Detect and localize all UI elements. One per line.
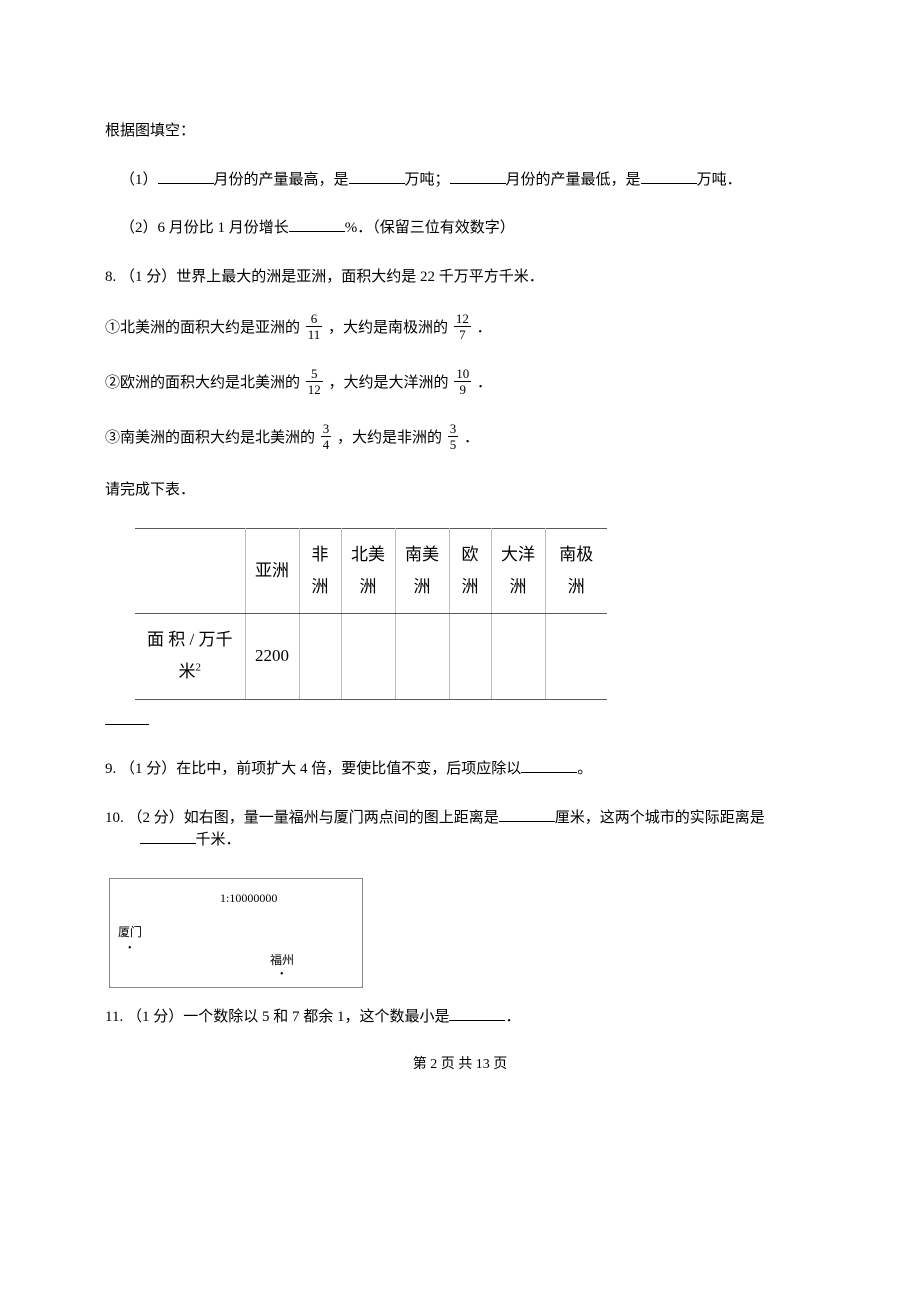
map-city-xiamen: 厦门 bbox=[118, 923, 142, 941]
fraction-12-7: 127 bbox=[452, 312, 473, 341]
q7-1-text3: 月份的产量最低，是 bbox=[506, 172, 641, 188]
table-data-row: 面 积 / 万千米2 2200 bbox=[135, 614, 607, 700]
q10-text2: 厘米，这两个城市的实际距离是 bbox=[555, 810, 765, 826]
map-figure: 1:10000000 厦门 • 福州 • bbox=[109, 878, 363, 988]
page-footer: 第 2 页 共 13 页 bbox=[105, 1054, 815, 1075]
question-9: 9. （1 分）在比中，前项扩大 4 倍，要使比值不变，后项应除以 。 bbox=[105, 758, 815, 781]
question-7-1: （1） 月份的产量最高，是 万吨； 月份的产量最低，是 万吨． bbox=[105, 169, 815, 192]
intro-text: 根据图填空： bbox=[105, 120, 815, 143]
blank-high-value bbox=[349, 169, 405, 184]
table-cell-namerica bbox=[341, 614, 395, 700]
q7-1-text1: 月份的产量最高，是 bbox=[214, 172, 349, 188]
q8-3-a: ③南美洲的面积大约是北美洲的 bbox=[105, 430, 319, 446]
table-header-asia: 亚洲 bbox=[245, 528, 299, 614]
q9-text: 9. （1 分）在比中，前项扩大 4 倍，要使比值不变，后项应除以 bbox=[105, 761, 521, 777]
blank-month-low bbox=[450, 169, 506, 184]
q8-fill-prompt: 请完成下表． bbox=[105, 479, 815, 502]
q8-1-b: ，大约是南极洲的 bbox=[324, 320, 452, 336]
fraction-6-11: 611 bbox=[304, 312, 325, 341]
q7-1-text4: 万吨． bbox=[697, 172, 742, 188]
q8-1-c: ． bbox=[473, 320, 492, 336]
table-cell-samerica bbox=[395, 614, 449, 700]
blank-percent bbox=[289, 217, 345, 232]
table-header-antarctica: 南极洲 bbox=[545, 528, 607, 614]
table-header-namerica: 北美洲 bbox=[341, 528, 395, 614]
blank-q9 bbox=[521, 758, 577, 773]
table-cell-antarctica bbox=[545, 614, 607, 700]
table-header-row: 亚洲 非洲 北美洲 南美洲 欧洲 大洋洲 南极洲 bbox=[135, 528, 607, 614]
table-trailing-blank bbox=[105, 710, 815, 733]
question-8-head: 8. （1 分）世界上最大的洲是亚洲，面积大约是 22 千万平方千米． bbox=[105, 266, 815, 289]
fraction-10-9: 109 bbox=[452, 367, 473, 396]
q8-3-b: ，大约是非洲的 bbox=[333, 430, 446, 446]
blank-low-value bbox=[641, 169, 697, 184]
question-8-3: ③南美洲的面积大约是北美洲的 34 ，大约是非洲的 35 ． bbox=[105, 424, 815, 453]
q11-text: 11. （1 分）一个数除以 5 和 7 都余 1，这个数最小是 bbox=[105, 1009, 449, 1025]
q7-2-text: （2）6 月份比 1 月份增长 bbox=[120, 220, 289, 236]
q8-2-a: ②欧洲的面积大约是北美洲的 bbox=[105, 375, 304, 391]
q8-1-a: ①北美洲的面积大约是亚洲的 bbox=[105, 320, 304, 336]
fraction-3-5: 35 bbox=[446, 422, 461, 451]
blank-q10-cm bbox=[499, 807, 555, 822]
question-7-2: （2）6 月份比 1 月份增长 %．（保留三位有效数字） bbox=[105, 217, 815, 240]
table-header-europe: 欧洲 bbox=[449, 528, 491, 614]
q8-2-b: ，大约是大洋洲的 bbox=[325, 375, 453, 391]
q7-1-text2: 万吨； bbox=[405, 172, 450, 188]
table-header-samerica: 南美洲 bbox=[395, 528, 449, 614]
continent-table: 亚洲 非洲 北美洲 南美洲 欧洲 大洋洲 南极洲 面 积 / 万千米2 2200 bbox=[135, 528, 607, 700]
question-11: 11. （1 分）一个数除以 5 和 7 都余 1，这个数最小是 ． bbox=[105, 1006, 815, 1029]
q7-2-suffix: %．（保留三位有效数字） bbox=[345, 220, 515, 236]
table-cell-europe bbox=[449, 614, 491, 700]
q11-suffix: ． bbox=[505, 1009, 520, 1025]
table-header-empty bbox=[135, 528, 245, 614]
question-8-1: ①北美洲的面积大约是亚洲的 611 ，大约是南极洲的 127 ． bbox=[105, 314, 815, 343]
table-row-label: 面 积 / 万千米2 bbox=[135, 614, 245, 700]
q8-2-c: ． bbox=[473, 375, 492, 391]
table-cell-asia: 2200 bbox=[245, 614, 299, 700]
document-page: 根据图填空： （1） 月份的产量最高，是 万吨； 月份的产量最低，是 万吨． （2）6 … bbox=[0, 0, 920, 1115]
table-header-oceania: 大洋洲 bbox=[491, 528, 545, 614]
blank-q10-km bbox=[140, 829, 196, 844]
q10-text1: 10. （2 分）如右图，量一量福州与厦门两点间的图上距离是 bbox=[105, 810, 499, 826]
blank-under-table bbox=[105, 710, 149, 725]
question-10: 10. （2 分）如右图，量一量福州与厦门两点间的图上距离是 厘米，这两个城市的实… bbox=[105, 807, 815, 852]
table-cell-africa bbox=[299, 614, 341, 700]
q7-1-prefix: （1） bbox=[120, 172, 158, 188]
q9-suffix: 。 bbox=[577, 761, 592, 777]
blank-q11 bbox=[449, 1006, 505, 1021]
q10-text3: 千米． bbox=[196, 832, 241, 848]
question-8-2: ②欧洲的面积大约是北美洲的 512 ，大约是大洋洲的 109 ． bbox=[105, 369, 815, 398]
table-header-africa: 非洲 bbox=[299, 528, 341, 614]
map-dot-xiamen: • bbox=[128, 941, 132, 956]
map-scale: 1:10000000 bbox=[220, 889, 277, 907]
fraction-3-4: 34 bbox=[319, 422, 334, 451]
table-cell-oceania bbox=[491, 614, 545, 700]
map-dot-fuzhou: • bbox=[280, 967, 284, 982]
fraction-5-12: 512 bbox=[304, 367, 325, 396]
blank-month-high bbox=[158, 169, 214, 184]
q8-3-c: ． bbox=[460, 430, 479, 446]
